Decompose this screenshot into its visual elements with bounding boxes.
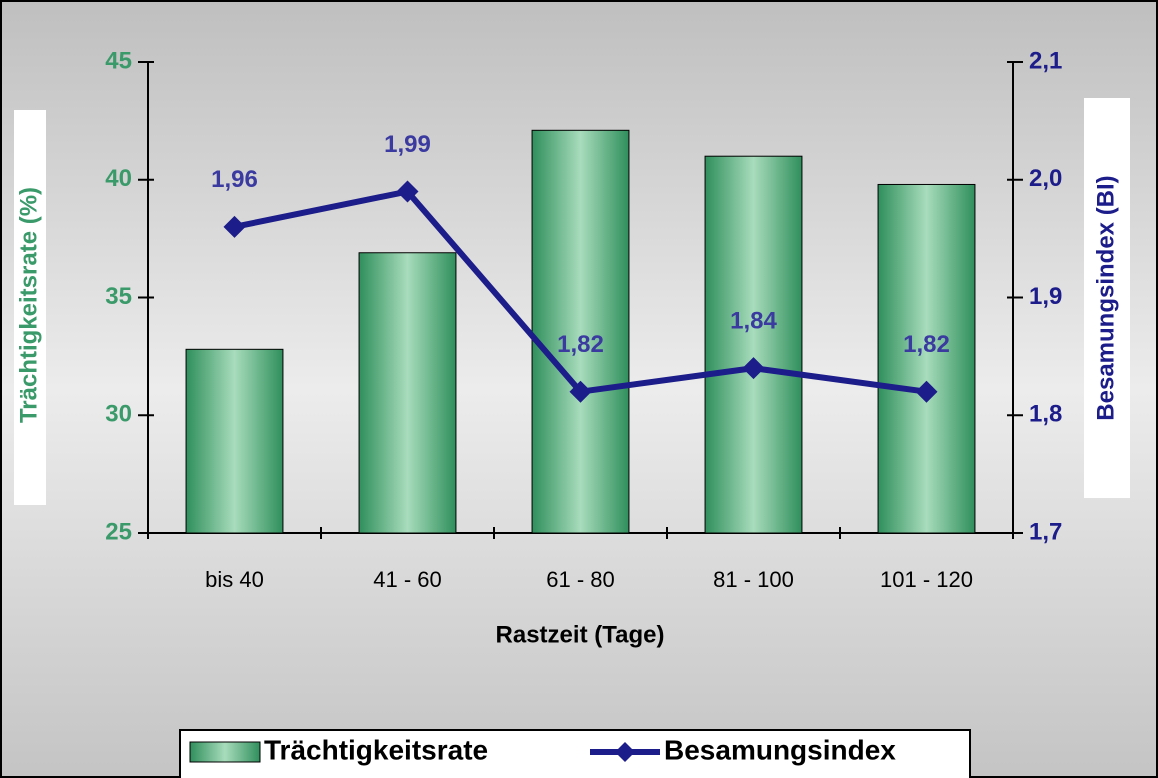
x-axis-label: Rastzeit (Tage) bbox=[496, 621, 665, 648]
data-label: 1,82 bbox=[557, 331, 604, 358]
bar bbox=[877, 183, 976, 534]
marker bbox=[223, 215, 246, 238]
x-tick-label: 41 - 60 bbox=[373, 567, 442, 592]
y2-tick-label: 1,9 bbox=[1029, 283, 1062, 310]
legend bbox=[179, 729, 971, 778]
legend-label: Trächtigkeitsrate bbox=[264, 734, 488, 765]
marker bbox=[915, 380, 938, 403]
bar bbox=[531, 129, 630, 534]
data-label: 1,96 bbox=[211, 166, 258, 193]
y-axis-label: Trächtigkeitsrate (%) bbox=[15, 187, 42, 423]
data-label: 1,82 bbox=[903, 331, 950, 358]
y-tick-label: 45 bbox=[105, 47, 132, 74]
data-label: 1,99 bbox=[384, 131, 431, 158]
y-tick-label: 40 bbox=[105, 165, 132, 192]
y-tick-label: 25 bbox=[105, 518, 132, 545]
y2-label-box bbox=[1084, 98, 1130, 498]
bar bbox=[704, 155, 803, 534]
legend-swatch bbox=[189, 741, 261, 763]
legend-label: Besamungsindex bbox=[664, 734, 896, 765]
x-tick-label: 101 - 120 bbox=[880, 567, 973, 592]
x-tick-label: 61 - 80 bbox=[546, 567, 615, 592]
y-tick-label: 35 bbox=[105, 283, 132, 310]
bar bbox=[358, 252, 457, 534]
y2-tick-label: 1,8 bbox=[1029, 401, 1062, 428]
legend-marker bbox=[615, 742, 635, 762]
marker bbox=[742, 357, 765, 380]
data-label: 1,84 bbox=[730, 307, 777, 334]
x-tick-label: bis 40 bbox=[205, 567, 264, 592]
y2-axis-label: Besamungsindex (BI) bbox=[1092, 175, 1119, 420]
y-tick-label: 30 bbox=[105, 401, 132, 428]
y-label-box bbox=[14, 110, 46, 505]
y2-tick-label: 2,0 bbox=[1029, 165, 1062, 192]
y2-tick-label: 2,1 bbox=[1029, 47, 1062, 74]
y2-tick-label: 1,7 bbox=[1029, 518, 1062, 545]
marker bbox=[396, 180, 419, 203]
bar bbox=[185, 348, 284, 534]
marker bbox=[569, 380, 592, 403]
x-tick-label: 81 - 100 bbox=[713, 567, 794, 592]
